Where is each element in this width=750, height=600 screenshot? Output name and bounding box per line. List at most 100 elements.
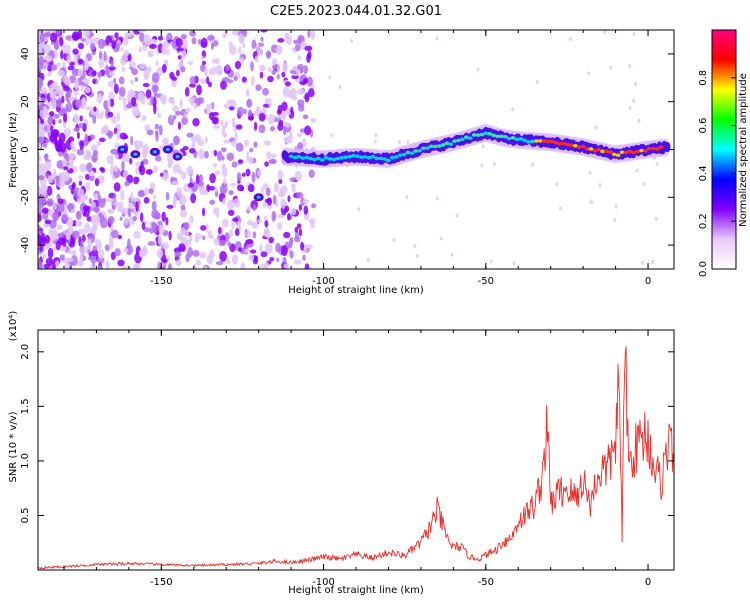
noise-speckle <box>57 202 65 213</box>
noise-speckle <box>289 177 296 183</box>
noise-speckle <box>51 262 56 269</box>
noise-speckle <box>92 245 98 252</box>
noise-speckle <box>152 194 157 199</box>
spectrogram-panel: -150 -100 -50 0 -40 -20 0 20 40 Height of straig… <box>8 29 675 296</box>
noise-speckle <box>107 111 114 118</box>
ridge-core <box>300 156 306 160</box>
ridge-core <box>608 150 613 154</box>
noise-speckle <box>76 131 80 140</box>
noise-speckle <box>226 199 235 210</box>
noise-speckle <box>63 166 69 171</box>
noise-speckle <box>129 61 137 68</box>
noise-speckle <box>120 46 124 52</box>
noise-speckle <box>38 66 41 73</box>
noise-speckle <box>84 86 91 94</box>
noise-speckle <box>84 173 90 181</box>
noise-speckle <box>230 182 237 187</box>
noise-speckle <box>268 159 277 164</box>
noise-speckle <box>243 108 247 115</box>
noise-speckle <box>43 107 49 118</box>
noise-speckle <box>291 184 296 194</box>
snr-marks <box>38 346 674 570</box>
noise-speckle <box>285 81 291 87</box>
noise-speckle <box>181 171 187 181</box>
noise-speckle <box>310 220 315 229</box>
noise-speckle <box>476 67 480 72</box>
noise-speckle <box>244 229 252 238</box>
y-tick-label: -40 <box>20 237 31 253</box>
noise-speckle <box>219 184 228 194</box>
noise-speckle <box>43 223 50 228</box>
noise-speckle <box>308 169 315 178</box>
noise-speckle <box>122 35 129 47</box>
noise-speckle <box>90 255 97 264</box>
noise-speckle <box>138 248 147 258</box>
noise-speckle <box>41 207 49 214</box>
noise-speckle <box>91 51 96 56</box>
noise-speckle <box>79 140 85 151</box>
ridge-core <box>386 158 391 163</box>
noise-speckle <box>296 223 302 229</box>
noise-speckle <box>106 197 114 203</box>
noise-speckle <box>110 148 119 155</box>
noise-speckle <box>296 63 304 70</box>
snr-panel: -150 -100 -50 0 0.5 1.0 1.5 2.0 Height of strai… <box>8 311 675 596</box>
noise-speckle <box>58 119 62 124</box>
ridge-core <box>347 154 352 159</box>
noise-speckle <box>171 180 180 186</box>
noise-speckle <box>276 109 282 115</box>
noise-speckle <box>118 86 126 98</box>
noise-speckle <box>250 75 255 87</box>
noise-speckle <box>137 93 141 103</box>
noise-speckle <box>258 124 266 134</box>
noise-speckle <box>587 71 591 76</box>
noise-speckle <box>159 94 167 103</box>
snr-ylabel: SNR (10 * v/v) <box>8 411 19 482</box>
noise-speckle <box>166 204 174 209</box>
noise-speckle <box>195 174 200 185</box>
noise-speckle <box>158 224 165 235</box>
noise-speckle <box>65 257 74 263</box>
noise-speckle <box>223 103 230 109</box>
noise-speckle <box>57 232 65 238</box>
ridge-core <box>615 153 621 158</box>
noise-speckle <box>177 121 182 131</box>
noise-speckle <box>68 177 73 184</box>
noise-speckle <box>63 44 72 55</box>
noise-speckle <box>213 207 220 216</box>
noise-speckle <box>252 204 257 211</box>
ridge-core <box>358 155 364 159</box>
noise-speckle <box>56 30 61 36</box>
spectral-blob-core <box>120 148 125 151</box>
ridge-core <box>417 148 422 153</box>
noise-speckle <box>288 238 293 249</box>
noise-speckle <box>260 36 264 42</box>
noise-speckle <box>185 253 190 263</box>
noise-speckle <box>144 143 149 154</box>
noise-speckle <box>277 38 285 43</box>
ridge-core <box>374 156 380 161</box>
noise-speckle <box>75 220 79 226</box>
noise-speckle <box>96 93 103 104</box>
noise-speckle <box>114 32 119 39</box>
noise-speckle <box>276 63 281 74</box>
noise-speckle <box>92 115 97 124</box>
noise-speckle <box>183 222 190 230</box>
noise-speckle <box>215 57 220 65</box>
noise-speckle <box>281 71 286 78</box>
noise-speckle <box>268 97 272 108</box>
x-tick-label: -100 <box>312 276 335 287</box>
ridge-core <box>335 156 341 161</box>
noise-speckle <box>167 157 174 167</box>
noise-speckle <box>139 63 146 70</box>
noise-speckle <box>287 195 291 203</box>
colorbar-tick-label: 0.0 <box>698 261 709 277</box>
noise-speckle <box>77 42 85 50</box>
noise-speckle <box>206 254 214 265</box>
noise-speckle <box>511 107 515 112</box>
noise-speckle <box>43 44 52 53</box>
noise-speckle <box>133 231 141 239</box>
noise-speckle <box>155 60 159 67</box>
noise-speckle <box>179 209 188 218</box>
noise-speckle <box>283 126 287 136</box>
